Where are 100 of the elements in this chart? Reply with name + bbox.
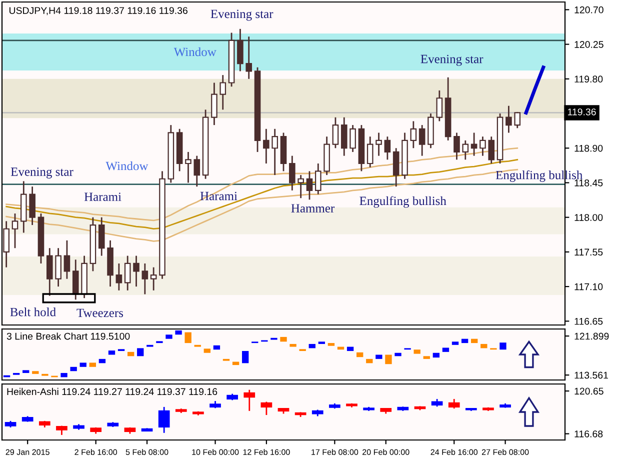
ref-line-label: 119.36: [568, 108, 596, 116]
bar: [70, 366, 77, 372]
y-tick-label: 117.55: [574, 248, 603, 256]
y-tick-label: 120.65: [574, 388, 604, 395]
candlestick: [298, 174, 304, 199]
candlestick: [244, 389, 256, 412]
bar: [394, 352, 402, 356]
bar: [60, 372, 68, 378]
bar: [328, 343, 335, 346]
y-tick-label: 120.25: [574, 41, 604, 48]
bar: [366, 358, 373, 364]
y-tick-label: 118.00: [574, 214, 603, 221]
bar: [376, 354, 382, 359]
candlestick: [314, 162, 322, 195]
bar: [461, 338, 468, 344]
bar: [32, 371, 39, 374]
y-tick-label: 118.90: [574, 144, 603, 152]
candlestick: [289, 155, 296, 192]
candlestick: [116, 262, 122, 292]
candlestick: [237, 28, 244, 72]
candlestick: [72, 258, 79, 300]
y-tick-label: 119.80: [574, 76, 603, 83]
candlestick: [98, 216, 105, 256]
annotation: Engulfing bullish: [360, 196, 446, 208]
bar: [480, 344, 488, 348]
candlestick: [3, 220, 10, 268]
annotation: Window: [174, 47, 216, 56]
y-tick-label: 121.899: [574, 332, 609, 340]
bar: [346, 346, 354, 351]
candlestick: [410, 120, 417, 149]
bar: [500, 342, 506, 350]
candlestick: [211, 82, 218, 126]
candlestick: [418, 124, 426, 157]
candlestick: [462, 140, 469, 160]
bar: [308, 344, 316, 348]
bar: [80, 362, 86, 367]
candlestick: [332, 116, 339, 149]
x-tick-label: 12 Feb 16:00: [243, 449, 290, 455]
candlestick: [350, 124, 356, 153]
y-tick-label: 116.65: [574, 318, 603, 325]
candlestick: [392, 147, 400, 188]
candlestick: [246, 36, 252, 80]
annotation: Window: [106, 161, 148, 170]
annotation: Evening star: [420, 54, 484, 66]
bar: [452, 342, 459, 345]
x-tick-label: 5 Feb 08:00: [126, 449, 168, 455]
annotation: Evening star: [10, 168, 74, 179]
candlestick: [470, 132, 478, 157]
candlestick: [260, 401, 272, 416]
bar: [204, 348, 210, 353]
bar: [414, 350, 420, 354]
bar: [89, 362, 96, 367]
candlestick: [220, 74, 226, 110]
candlestick: [366, 136, 374, 168]
candlestick: [376, 132, 382, 157]
x-tick-label: 20 Feb 00:00: [362, 449, 410, 455]
annotation: Evening star: [210, 10, 274, 21]
bar: [137, 348, 144, 356]
chart-title: Heiken-Ashi 119.24 119.27 119.24 119.37 119.16: [7, 388, 218, 396]
bar: [166, 334, 172, 339]
candlestick: [185, 151, 192, 184]
candlestick: [454, 132, 460, 160]
bar: [385, 354, 392, 364]
x-tick-label: 29 Jan 2015: [6, 449, 50, 455]
candlestick: [124, 255, 131, 292]
candlestick: [12, 212, 18, 249]
candlestick: [480, 136, 486, 157]
x-tick-label: 24 Feb 16:00: [430, 449, 478, 455]
bar: [98, 358, 106, 364]
candlestick: [55, 247, 62, 288]
annotation: Hammer: [291, 204, 335, 212]
candlestick: [29, 186, 36, 226]
bar: [127, 352, 134, 356]
candlestick: [46, 247, 53, 296]
candlestick: [514, 111, 521, 129]
candlestick: [436, 90, 443, 122]
bar: [242, 350, 249, 364]
bar: [290, 344, 296, 347]
bar: [356, 352, 364, 358]
candlestick: [64, 240, 70, 280]
bar: [471, 338, 478, 344]
bar: [175, 330, 182, 335]
bar: [213, 345, 220, 350]
candlestick: [158, 406, 170, 434]
candlestick: [263, 128, 270, 164]
bar: [442, 348, 450, 352]
y-tick-label: 116.68: [574, 430, 603, 438]
candlestick: [133, 255, 140, 288]
bar: [22, 370, 30, 373]
bar: [432, 352, 440, 358]
candlestick: [142, 262, 148, 295]
annotation: Belt hold: [10, 307, 56, 316]
candlestick: [506, 105, 512, 134]
bar: [280, 336, 287, 342]
y-tick-label: 120.70: [574, 6, 604, 14]
candlestick: [194, 155, 200, 188]
x-tick-label: 27 Feb 08:00: [482, 449, 529, 455]
y-tick-label: 117.10: [574, 283, 603, 290]
chart-title: USDJPY,H4 119.18 119.37 119.16 119.36: [10, 7, 188, 16]
candlestick: [448, 398, 460, 410]
